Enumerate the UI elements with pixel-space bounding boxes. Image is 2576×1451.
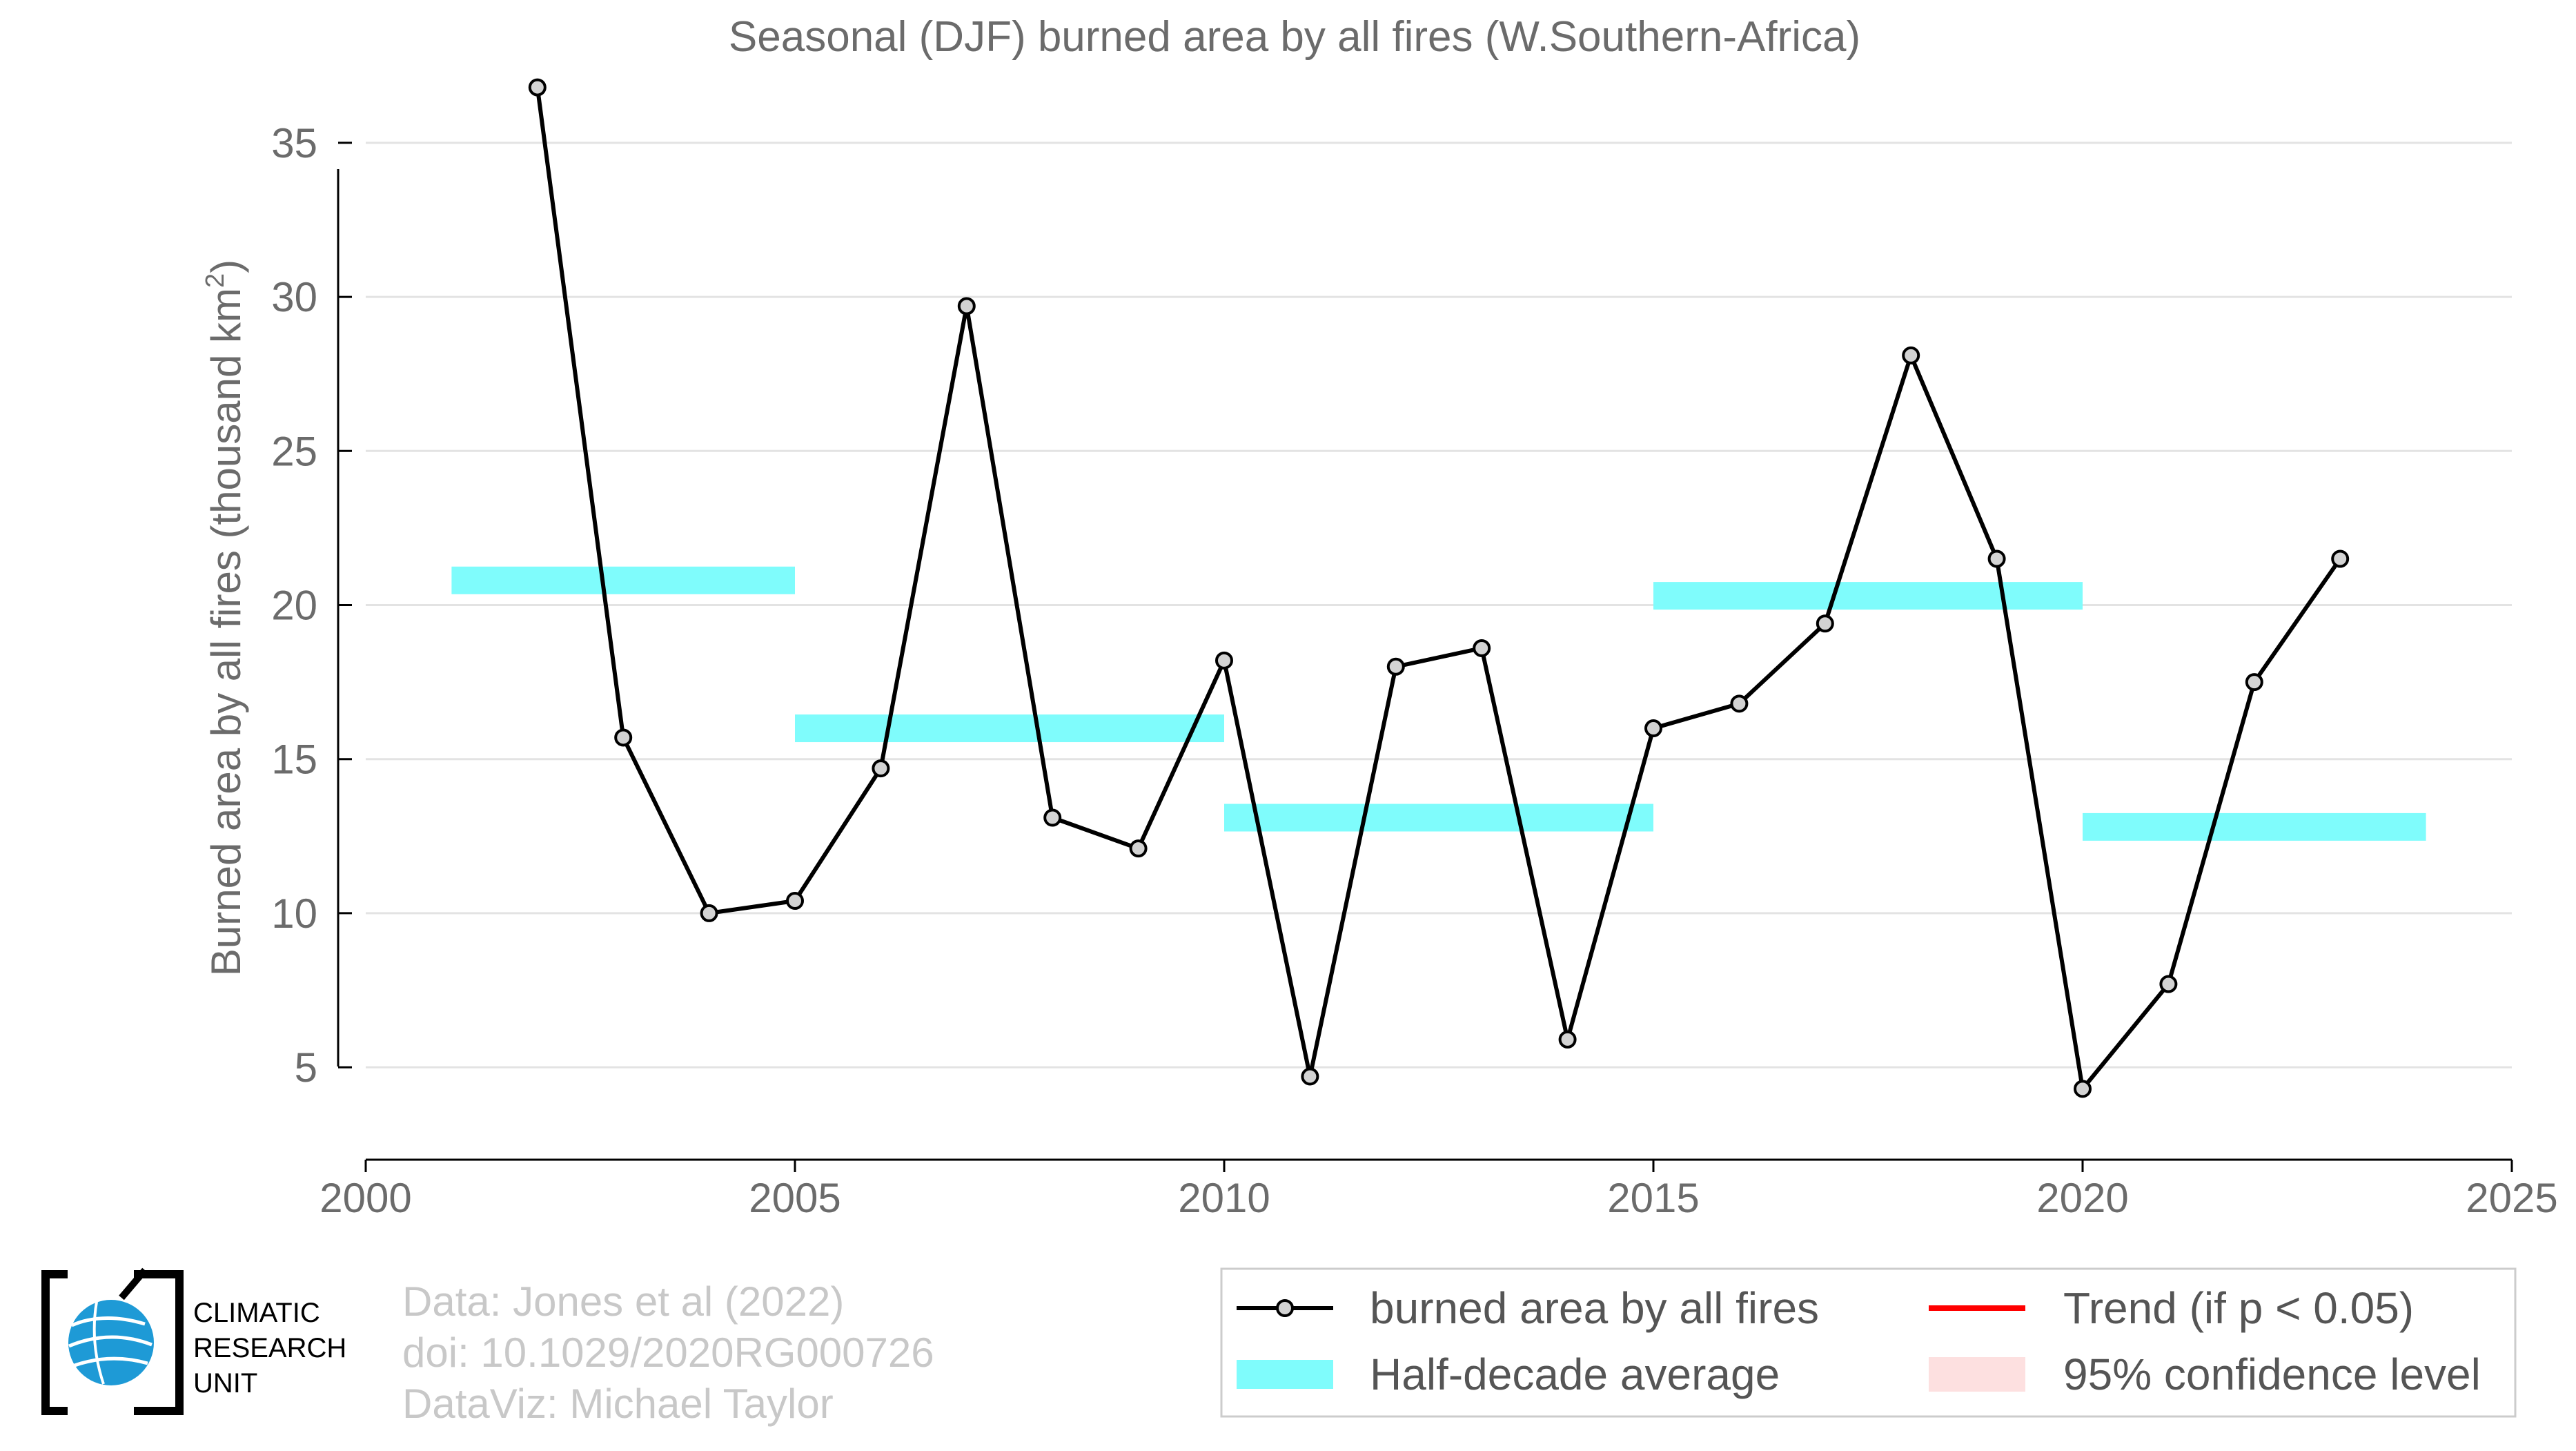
- x-tick-label: 2020: [2036, 1175, 2128, 1221]
- legend-swatch-confidence: [1929, 1357, 2025, 1392]
- legend: burned area by all fires Trend (if p < 0…: [1220, 1267, 2517, 1418]
- half-decade-band: [795, 714, 1224, 743]
- data-point: [700, 904, 718, 922]
- half-decade-band: [1653, 582, 2083, 610]
- data-point: [2074, 1080, 2092, 1098]
- x-tick-label: 2015: [1607, 1175, 1699, 1221]
- credit-data: Data: Jones et al (2022): [402, 1278, 844, 1325]
- half-decade-bands: [451, 566, 2426, 841]
- data-point: [1129, 839, 1148, 858]
- data-point: [1902, 346, 1920, 364]
- data-point: [2245, 673, 2263, 692]
- data-point: [786, 892, 804, 910]
- credit-dataviz: DataViz: Michael Taylor: [402, 1381, 834, 1427]
- data-point: [614, 728, 633, 747]
- x-ticks: 2000 2005 2010 2015 2020 2025: [319, 1160, 2558, 1221]
- logo-text-unit: UNIT: [193, 1368, 257, 1399]
- series-points: [528, 78, 2350, 1098]
- logo-text-research: RESEARCH: [193, 1333, 346, 1363]
- legend-swatch-half-decade: [1237, 1360, 1333, 1389]
- x-tick-label: 2010: [1178, 1175, 1270, 1221]
- y-ticks: 5 10 15 20 25 30 35: [271, 120, 352, 1091]
- logo-slash: [119, 1267, 148, 1301]
- data-point: [2159, 975, 2178, 993]
- y-tick-label: 15: [271, 737, 317, 783]
- data-point: [1987, 549, 2006, 568]
- logo-text-climatic: CLIMATIC: [193, 1298, 320, 1328]
- credit-doi: doi: 10.1029/2020RG000726: [402, 1330, 934, 1376]
- grid-lines: [366, 142, 2512, 1069]
- legend-label-trend: Trend (if p < 0.05): [2063, 1283, 2414, 1333]
- logo-bracket-right: [134, 1270, 184, 1415]
- globe-icon: [68, 1300, 154, 1385]
- data-point: [1558, 1030, 1577, 1049]
- y-axis-label-main: Burned area by all fires (thousand km: [203, 288, 249, 976]
- series-line-layer: [535, 87, 2342, 1091]
- half-decade-band: [1224, 804, 1653, 832]
- chart-title: Seasonal (DJF) burned area by all fires …: [729, 13, 1860, 61]
- data-point: [1644, 719, 1662, 738]
- y-tick-label: 35: [271, 120, 317, 166]
- cru-logo: CLIMATIC RESEARCH UNIT: [41, 1267, 346, 1415]
- data-point: [1730, 694, 1749, 713]
- half-decade-band: [2083, 812, 2426, 841]
- y-tick-label: 30: [271, 274, 317, 320]
- data-point: [1386, 657, 1405, 676]
- data-point: [2331, 549, 2350, 568]
- data-point: [528, 78, 547, 97]
- credits: Data: Jones et al (2022) doi: 10.1029/20…: [402, 1278, 934, 1427]
- logo-bracket-left: [41, 1270, 68, 1415]
- legend-label-confidence: 95% confidence level: [2063, 1350, 2481, 1399]
- data-point: [1043, 808, 1062, 827]
- y-tick-label: 5: [295, 1044, 317, 1091]
- x-tick-label: 2000: [319, 1175, 411, 1221]
- legend-label-half-decade: Half-decade average: [1370, 1350, 1780, 1399]
- data-point: [1215, 651, 1233, 670]
- data-point: [1301, 1067, 1319, 1086]
- legend-label-series: burned area by all fires: [1370, 1283, 1819, 1333]
- y-axis-label: Burned area by all fires (thousand km2): [201, 260, 249, 976]
- half-decade-band: [451, 566, 795, 594]
- legend-swatch-marker: [1276, 1299, 1294, 1317]
- y-axis-label-superscript: 2: [201, 273, 230, 288]
- data-point: [957, 297, 976, 315]
- data-point: [872, 759, 890, 778]
- y-tick-label: 20: [271, 583, 317, 629]
- x-tick-label: 2025: [2466, 1175, 2557, 1221]
- series-line: [535, 87, 2342, 1091]
- legend-frame: [1220, 1267, 2517, 1418]
- x-tick-label: 2005: [749, 1175, 840, 1221]
- data-point: [1473, 639, 1491, 657]
- data-point: [1816, 614, 1834, 633]
- y-axis-label-end: ): [203, 260, 249, 273]
- y-tick-label: 10: [271, 890, 317, 937]
- y-tick-label: 25: [271, 428, 317, 474]
